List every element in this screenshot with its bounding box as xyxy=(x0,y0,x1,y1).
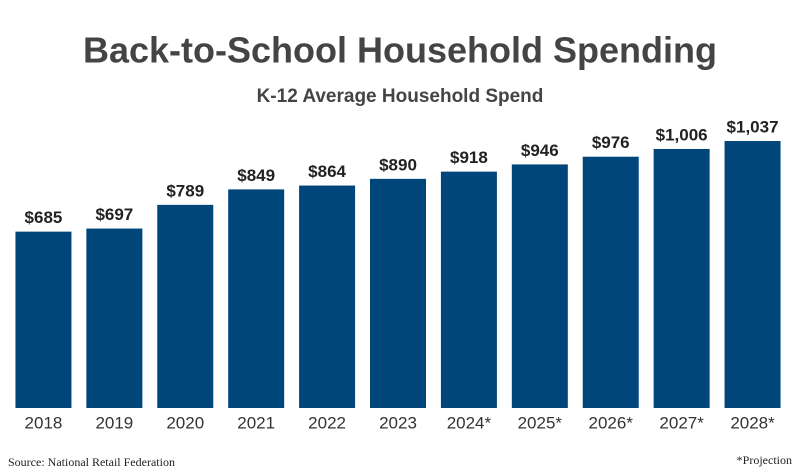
bar xyxy=(15,231,72,408)
chart-subtitle: K-12 Average Household Spend xyxy=(257,86,544,107)
source: Source: National Retail Federation xyxy=(8,455,175,469)
footnote: *Projection xyxy=(737,453,792,467)
bar xyxy=(582,156,639,408)
value-label: $864 xyxy=(308,162,346,181)
x-tick-label: 2022 xyxy=(308,413,346,432)
x-tick-label: 2019 xyxy=(95,413,133,432)
value-label: $976 xyxy=(592,133,630,152)
bar xyxy=(724,141,781,408)
bar xyxy=(299,185,356,408)
x-tick-label: 2025* xyxy=(518,413,563,432)
value-label: $1,006 xyxy=(656,125,708,144)
bar xyxy=(157,204,214,408)
x-tick-label: 2021 xyxy=(237,413,275,432)
x-tick-label: 2018 xyxy=(25,413,63,432)
x-tick-label: 2027* xyxy=(659,413,704,432)
value-label: $890 xyxy=(379,155,417,174)
x-tick-label: 2023 xyxy=(379,413,417,432)
bar xyxy=(370,178,426,408)
value-label: $849 xyxy=(237,166,275,185)
chart-title: Back-to-School Household Spending xyxy=(83,30,717,71)
bar xyxy=(511,164,568,408)
value-label: $918 xyxy=(450,148,488,167)
value-label: $685 xyxy=(25,208,63,227)
value-label: $697 xyxy=(95,205,133,224)
x-tick-label: 2028* xyxy=(730,413,775,432)
value-label: $789 xyxy=(166,181,204,200)
bar xyxy=(440,171,497,408)
x-tick-label: 2020 xyxy=(166,413,204,432)
bar xyxy=(86,228,143,408)
bar xyxy=(228,189,285,408)
x-tick-label: 2024* xyxy=(447,413,492,432)
x-tick-label: 2026* xyxy=(589,413,634,432)
value-label: $1,037 xyxy=(727,117,779,136)
bar xyxy=(653,148,710,408)
value-label: $946 xyxy=(521,141,559,160)
